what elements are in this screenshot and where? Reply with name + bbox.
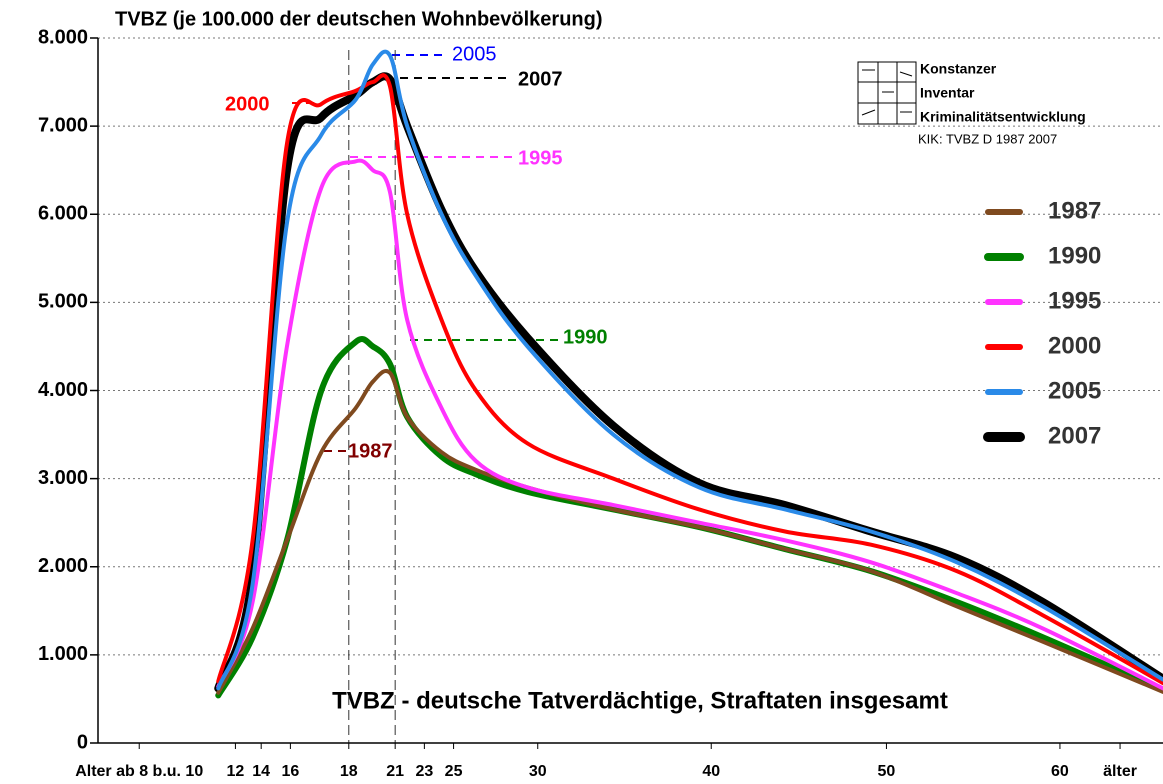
x-tick-label: 21 <box>386 763 404 780</box>
y-tick-label: 2.000 <box>38 555 88 577</box>
chart-title: TVBZ (je 100.000 der deutschen Wohnbevöl… <box>115 8 603 30</box>
annotation: 1987 <box>348 440 393 462</box>
x-tick-label: 18 <box>340 763 358 780</box>
x-tick-label: 50 <box>878 763 896 780</box>
x-tick-label: Alter ab 8 b.u. 10 <box>75 763 203 780</box>
x-tick-label: 12 <box>227 763 245 780</box>
y-tick-label: 3.000 <box>38 467 88 489</box>
legend-label: 1990 <box>1048 242 1101 269</box>
legend-label: 2000 <box>1048 332 1101 359</box>
logo-text: Konstanzer <box>920 61 997 77</box>
series-line <box>216 49 1163 691</box>
series-line <box>216 368 1163 695</box>
y-tick-label: 0 <box>77 731 88 753</box>
x-tick-label: 60 <box>1051 763 1069 780</box>
legend-label: 1987 <box>1048 197 1101 224</box>
y-tick-label: 6.000 <box>38 203 88 225</box>
x-tick-label: 40 <box>702 763 720 780</box>
annotation: 1995 <box>518 147 563 169</box>
x-tick-label: älter <box>1103 763 1137 780</box>
x-tick-label: 30 <box>529 763 547 780</box>
annotation: 2007 <box>518 68 563 90</box>
logo-caption: KIK: TVBZ D 1987 2007 <box>918 131 1057 146</box>
logo-text: Kriminalitätsentwicklung <box>920 109 1086 125</box>
x-tick-label: 16 <box>281 763 299 780</box>
logo-icon <box>857 61 917 125</box>
y-tick-label: 1.000 <box>38 643 88 665</box>
x-tick-label: 25 <box>445 763 463 780</box>
y-tick-label: 4.000 <box>38 379 88 401</box>
legend-label: 1995 <box>1048 287 1101 314</box>
annotation-leaders <box>292 54 562 452</box>
y-tick-label: 7.000 <box>38 114 88 136</box>
chart-subtitle: TVBZ - deutsche Tatverdächtige, Straftat… <box>332 687 948 714</box>
x-tick-label: 14 <box>252 763 270 780</box>
series-line <box>216 158 1163 691</box>
y-tick-label: 8.000 <box>38 26 88 48</box>
annotation: 2005 <box>452 43 497 65</box>
logo-text: Inventar <box>920 85 975 101</box>
y-tick-label: 5.000 <box>38 291 88 313</box>
annotation: 2000 <box>225 93 270 115</box>
legend-label: 2005 <box>1048 377 1101 404</box>
legend-label: 2007 <box>1048 422 1101 449</box>
series-line <box>216 73 1163 686</box>
annotation: 1990 <box>563 326 608 348</box>
x-tick-label: 23 <box>415 763 433 780</box>
